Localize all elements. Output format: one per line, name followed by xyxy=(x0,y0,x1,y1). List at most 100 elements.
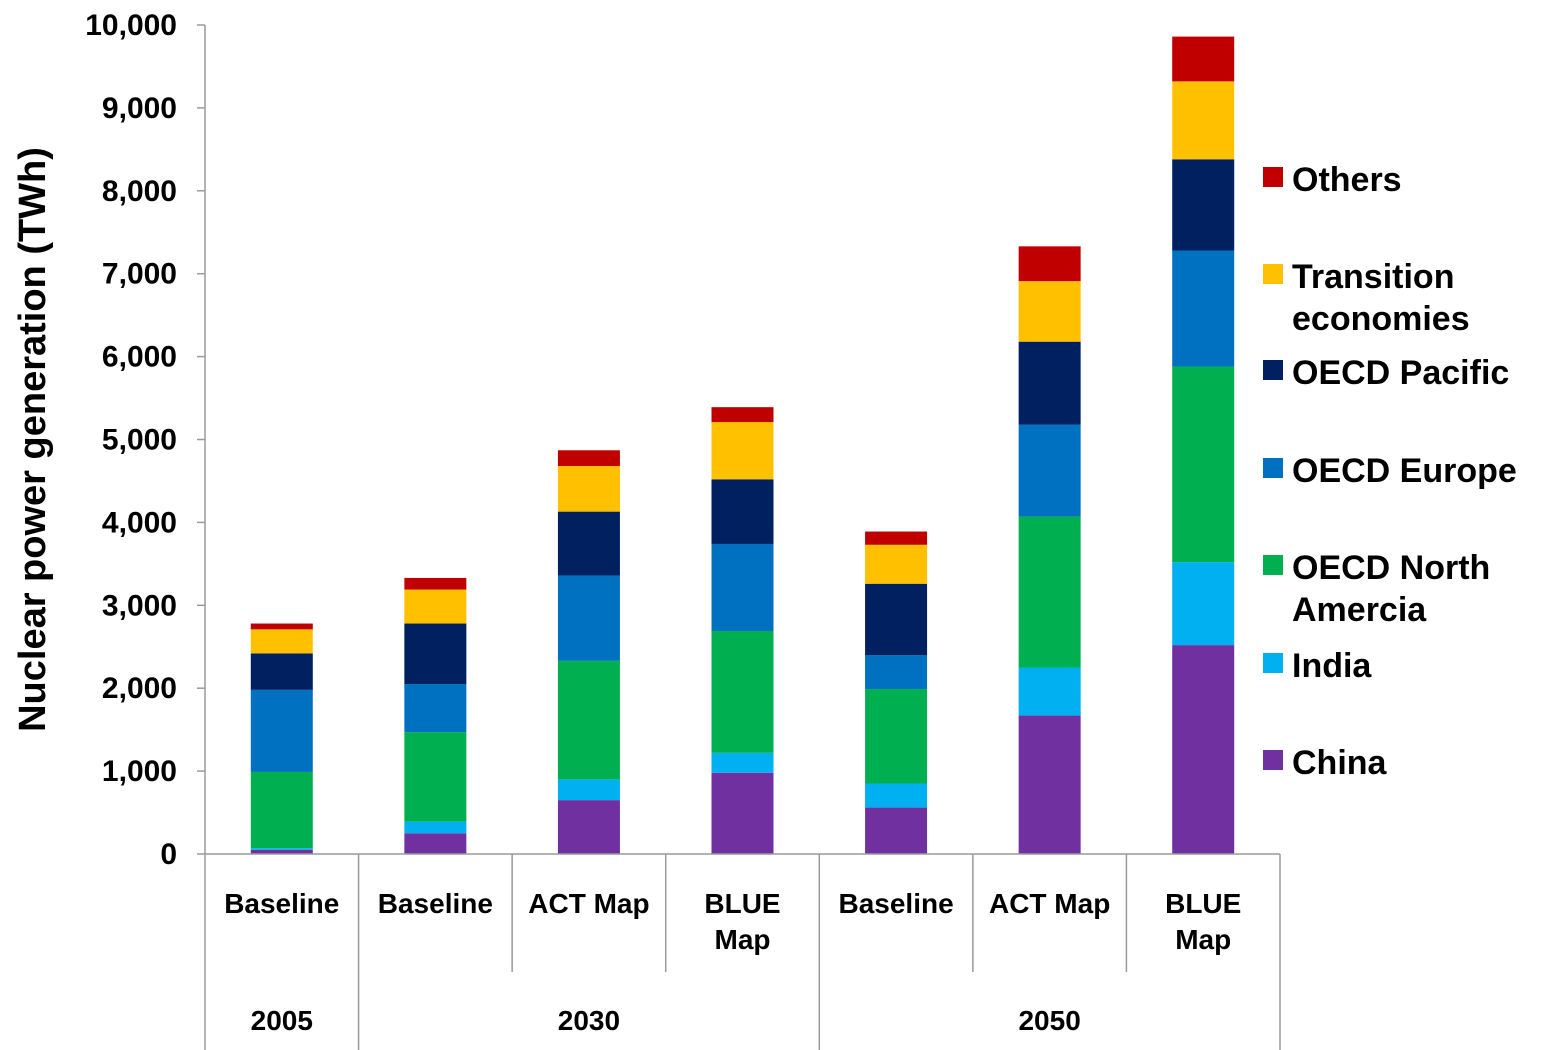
bar-segment xyxy=(711,407,774,423)
y-tick-label: 5,000 xyxy=(102,424,177,457)
bar-segment xyxy=(1172,36,1235,82)
bar-stacks xyxy=(250,36,1235,854)
category-label: BLUE xyxy=(1165,888,1241,919)
bar-segment xyxy=(557,660,620,780)
bar-segment xyxy=(557,575,620,661)
bar-stack xyxy=(250,623,313,854)
legend-label: Others xyxy=(1292,161,1402,199)
bar-segment xyxy=(865,531,928,545)
bar-segment xyxy=(404,684,467,733)
category-label: ACT Map xyxy=(528,888,649,919)
y-tick-label: 9,000 xyxy=(102,92,177,125)
bar-segment xyxy=(865,655,928,690)
bar-segment xyxy=(1172,250,1235,367)
legend-label: India xyxy=(1292,647,1372,685)
bar-segment xyxy=(1018,516,1081,668)
legend-item: China xyxy=(1263,744,1388,782)
bar-segment xyxy=(1172,645,1235,854)
bar-segment xyxy=(557,511,620,576)
bar-segment xyxy=(865,807,928,854)
bar-segment xyxy=(557,450,620,467)
category-label: Map xyxy=(1175,924,1231,955)
legend-swatch xyxy=(1263,458,1283,478)
bar-stack xyxy=(1018,246,1081,854)
bar-segment xyxy=(404,833,467,854)
legend-item: Transition economies xyxy=(1263,258,1470,338)
legend: Others Transition economies OECD Pacific OEC… xyxy=(1263,161,1517,782)
category-label: Baseline xyxy=(224,888,339,919)
bar-segment xyxy=(557,800,620,854)
bar-segment xyxy=(404,589,467,624)
x-axis: Baseline Baseline ACT Map BLUE Map Baseline AC… xyxy=(204,853,1281,1050)
legend-swatch xyxy=(1263,750,1283,770)
y-tick-label: 2,000 xyxy=(102,672,177,705)
legend-label: economies xyxy=(1292,300,1470,338)
bar-segment xyxy=(1018,341,1081,425)
bar-segment xyxy=(711,772,774,854)
bar-segment xyxy=(865,583,928,656)
y-tick-label: 3,000 xyxy=(102,589,177,622)
legend-swatch xyxy=(1263,167,1283,187)
bar-stack xyxy=(711,407,774,854)
legend-label: Amercia xyxy=(1292,591,1427,629)
category-label: ACT Map xyxy=(989,888,1110,919)
bar-segment xyxy=(250,623,313,630)
legend-label: OECD North xyxy=(1292,549,1490,587)
category-label: Baseline xyxy=(838,888,953,919)
bar-segment xyxy=(250,629,313,654)
y-tick-label: 7,000 xyxy=(102,258,177,291)
bar-segment xyxy=(250,849,313,854)
bar-segment xyxy=(865,544,928,584)
bar-segment xyxy=(1172,562,1235,646)
legend-label: OECD Europe xyxy=(1292,452,1517,490)
bar-segment xyxy=(404,623,467,685)
legend-item: India xyxy=(1263,647,1372,685)
bar-segment xyxy=(250,848,313,850)
bar-segment xyxy=(711,479,774,544)
category-label: Baseline xyxy=(378,888,493,919)
bar-segment xyxy=(250,771,313,849)
legend-item: OECD Pacific xyxy=(1263,354,1509,392)
bar-segment xyxy=(1018,715,1081,854)
legend-swatch xyxy=(1263,555,1283,575)
bar-segment xyxy=(404,821,467,834)
y-tick-label: 8,000 xyxy=(102,175,177,208)
legend-item: OECD Europe xyxy=(1263,452,1517,490)
bar-segment xyxy=(250,653,313,690)
bar-segment xyxy=(1018,424,1081,517)
bar-segment xyxy=(1018,667,1081,716)
legend-swatch xyxy=(1263,264,1283,284)
bar-segment xyxy=(1172,159,1235,251)
bar-stack xyxy=(865,531,928,854)
legend-label: Transition xyxy=(1292,258,1454,296)
bar-segment xyxy=(1172,366,1235,563)
bar-segment xyxy=(1018,281,1081,342)
legend-label: OECD Pacific xyxy=(1292,354,1509,392)
y-tick-label: 0 xyxy=(160,838,177,871)
bar-stack xyxy=(404,577,467,854)
bar-segment xyxy=(557,779,620,801)
bar-segment xyxy=(865,689,928,784)
group-label: 2030 xyxy=(558,1005,620,1036)
bar-segment xyxy=(711,422,774,480)
bar-segment xyxy=(250,689,313,772)
legend-label: China xyxy=(1292,744,1388,782)
y-tick-label: 10,000 xyxy=(85,9,177,42)
bar-stack xyxy=(1172,36,1235,854)
y-tick-label: 1,000 xyxy=(102,755,177,788)
legend-swatch xyxy=(1263,360,1283,380)
bar-segment xyxy=(865,783,928,808)
legend-swatch xyxy=(1263,653,1283,673)
bar-segment xyxy=(404,577,467,590)
y-tick-label: 6,000 xyxy=(102,341,177,374)
category-label: Map xyxy=(715,924,771,955)
bar-segment xyxy=(711,630,774,753)
category-label: BLUE xyxy=(704,888,780,919)
y-tick-label: 4,000 xyxy=(102,506,177,539)
bar-segment xyxy=(1018,246,1081,282)
bar-segment xyxy=(711,543,774,631)
bar-segment xyxy=(404,732,467,822)
bar-stack xyxy=(557,450,620,854)
